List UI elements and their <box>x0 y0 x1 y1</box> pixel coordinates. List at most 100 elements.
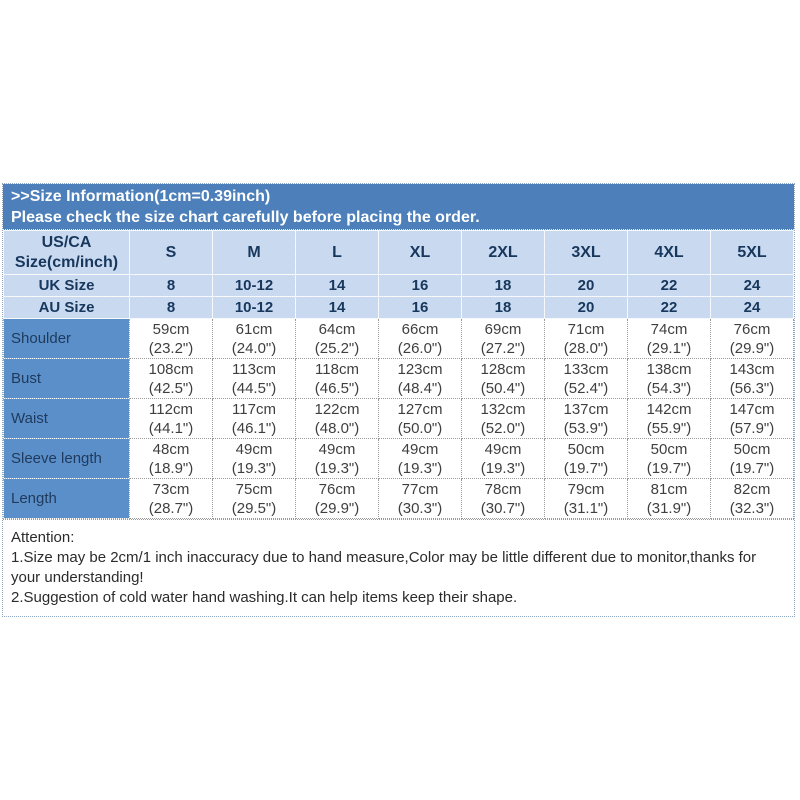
size-chart-panel: >>Size Information(1cm=0.39inch) Please … <box>2 183 795 617</box>
cm-value: 49cm <box>484 440 522 458</box>
inch-value: (44.1") <box>148 419 194 437</box>
cm-value: 127cm <box>397 400 443 418</box>
measurement-cell: 147cm (57.9") <box>710 398 794 439</box>
inch-value: (28.0") <box>563 339 609 357</box>
corner-header-us-ca: US/CA Size(cm/inch) <box>3 230 130 275</box>
inch-value: (42.5") <box>148 379 194 397</box>
cm-value: 49cm <box>318 440 356 458</box>
cm-value: 112cm <box>149 400 193 418</box>
measurement-label: Waist <box>3 398 130 439</box>
inch-value: (48.0") <box>314 419 360 437</box>
measurement-cell: 76cm (29.9") <box>295 478 379 519</box>
inch-value: (29.5") <box>231 499 277 517</box>
corner-header-line2: Size(cm/inch) <box>14 253 119 271</box>
inch-value: (50.0") <box>397 419 443 437</box>
table-row-sleeve-length: Sleeve length 48cm (18.9") 49cm (19.3") 49… <box>3 438 794 479</box>
cm-value: 79cm <box>567 480 605 498</box>
cm-value: 147cm <box>729 400 775 418</box>
uk-size-value: 10-12 <box>212 274 296 297</box>
cm-value: 69cm <box>484 320 522 338</box>
cm-value: 48cm <box>152 440 190 458</box>
corner-header-line1: US/CA <box>41 233 92 251</box>
au-size-value: 16 <box>378 296 462 319</box>
measurement-cell: 75cm (29.5") <box>212 478 296 519</box>
cm-value: 143cm <box>729 360 775 378</box>
inch-value: (57.9") <box>729 419 775 437</box>
inch-value: (19.3") <box>397 459 443 477</box>
cm-value: 76cm <box>318 480 356 498</box>
uk-size-value: 8 <box>129 274 213 297</box>
cm-value: 66cm <box>401 320 439 338</box>
measurement-cell: 59cm (23.2") <box>129 318 213 359</box>
measurement-cell: 127cm (50.0") <box>378 398 462 439</box>
table-row-au-size: AU Size 8 10-12 14 16 18 20 22 24 <box>3 296 794 319</box>
cm-value: 82cm <box>733 480 771 498</box>
inch-value: (48.4") <box>397 379 443 397</box>
cm-value: 133cm <box>563 360 609 378</box>
size-col-header: 4XL <box>627 230 711 275</box>
cm-value: 123cm <box>397 360 443 378</box>
inch-value: (52.0") <box>480 419 526 437</box>
cm-value: 76cm <box>733 320 771 338</box>
au-size-value: 24 <box>710 296 794 319</box>
banner-line2: Please check the size chart carefully be… <box>11 209 480 226</box>
cm-value: 77cm <box>401 480 439 498</box>
measurement-cell: 50cm (19.7") <box>710 438 794 479</box>
inch-value: (56.3") <box>729 379 775 397</box>
measurement-cell: 64cm (25.2") <box>295 318 379 359</box>
measurement-cell: 122cm (48.0") <box>295 398 379 439</box>
au-size-value: 18 <box>461 296 545 319</box>
measurement-cell: 112cm (44.1") <box>129 398 213 439</box>
cm-value: 61cm <box>235 320 273 338</box>
measurement-cell: 132cm (52.0") <box>461 398 545 439</box>
size-col-header: M <box>212 230 296 275</box>
size-col-header: XL <box>378 230 462 275</box>
measurement-cell: 82cm (32.3") <box>710 478 794 519</box>
attention-line2: 2.Suggestion of cold water hand washing.… <box>11 589 518 606</box>
uk-size-label: UK Size <box>3 274 130 297</box>
inch-value: (52.4") <box>563 379 609 397</box>
au-size-label: AU Size <box>3 296 130 319</box>
measurement-cell: 138cm (54.3") <box>627 358 711 399</box>
cm-value: 49cm <box>235 440 273 458</box>
inch-value: (19.3") <box>314 459 360 477</box>
table-row-bust: Bust 108cm (42.5") 113cm (44.5") 118cm (46.… <box>3 358 794 399</box>
measurement-label: Bust <box>3 358 130 399</box>
measurement-cell: 49cm (19.3") <box>295 438 379 479</box>
cm-value: 71cm <box>567 320 605 338</box>
measurement-cell: 142cm (55.9") <box>627 398 711 439</box>
measurement-cell: 71cm (28.0") <box>544 318 628 359</box>
attention-title: Attention: <box>11 529 75 546</box>
uk-size-value: 16 <box>378 274 462 297</box>
measurement-cell: 74cm (29.1") <box>627 318 711 359</box>
inch-value: (25.2") <box>314 339 360 357</box>
table-row-uk-size: UK Size 8 10-12 14 16 18 20 22 24 <box>3 274 794 297</box>
inch-value: (26.0") <box>397 339 443 357</box>
au-size-value: 22 <box>627 296 711 319</box>
au-size-value: 8 <box>129 296 213 319</box>
cm-value: 132cm <box>480 400 526 418</box>
cm-value: 75cm <box>235 480 273 498</box>
measurement-cell: 123cm (48.4") <box>378 358 462 399</box>
cm-value: 113cm <box>232 360 276 378</box>
cm-value: 50cm <box>567 440 605 458</box>
measurement-cell: 118cm (46.5") <box>295 358 379 399</box>
inch-value: (30.3") <box>397 499 443 517</box>
measurement-cell: 76cm (29.9") <box>710 318 794 359</box>
measurement-cell: 61cm (24.0") <box>212 318 296 359</box>
au-size-value: 20 <box>544 296 628 319</box>
size-col-header: 5XL <box>710 230 794 275</box>
inch-value: (46.1") <box>231 419 277 437</box>
measurement-cell: 73cm (28.7") <box>129 478 213 519</box>
size-chart-table: US/CA Size(cm/inch) S M L XL 2XL 3XL 4XL… <box>3 230 794 519</box>
uk-size-value: 22 <box>627 274 711 297</box>
cm-value: 138cm <box>646 360 692 378</box>
inch-value: (29.1") <box>646 339 692 357</box>
cm-value: 128cm <box>480 360 526 378</box>
inch-value: (19.7") <box>646 459 692 477</box>
measurement-cell: 66cm (26.0") <box>378 318 462 359</box>
size-col-header: S <box>129 230 213 275</box>
inch-value: (50.4") <box>480 379 526 397</box>
inch-value: (53.9") <box>563 419 609 437</box>
cm-value: 50cm <box>650 440 688 458</box>
